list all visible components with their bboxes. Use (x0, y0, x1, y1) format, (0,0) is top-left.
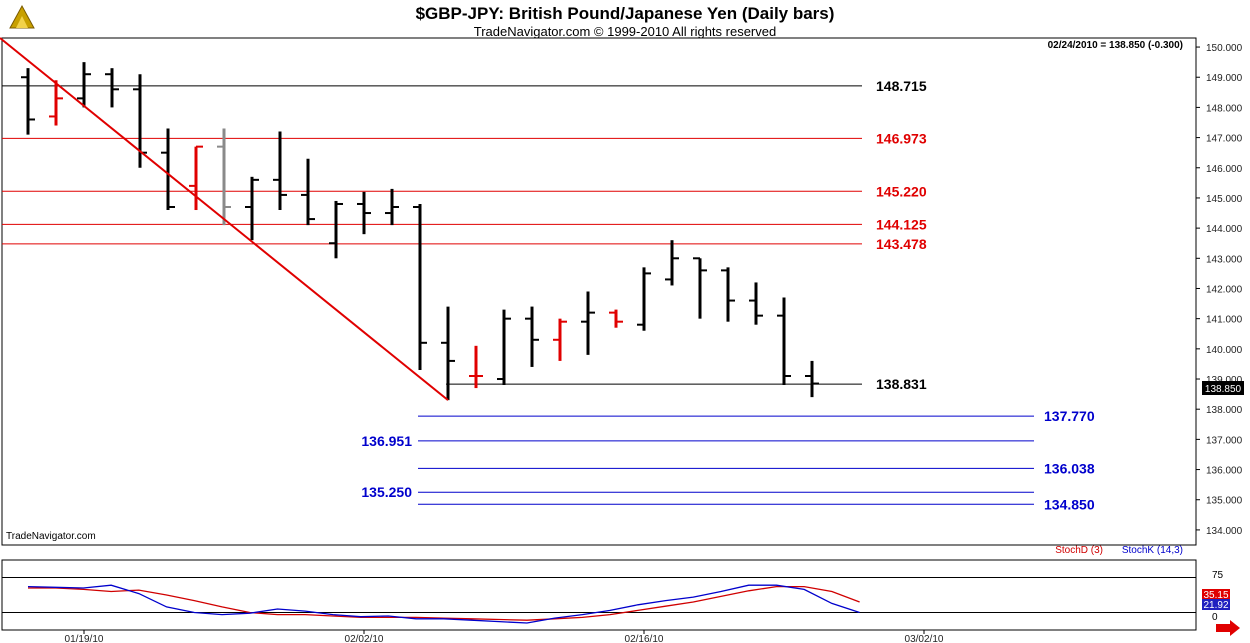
y-tick-label: 143.000 (1206, 254, 1243, 265)
x-axis: 01/19/10 02/02/10 02/16/10 03/02/10 (65, 630, 944, 643)
stoch-pane-border (1, 559, 1197, 631)
y-axis: 150.000 149.000 148.000 147.000 146.000 145.0… (1196, 43, 1243, 537)
stochd-tag-bg (1202, 589, 1230, 600)
stochd-tag: 35.15 (1203, 590, 1228, 601)
level-label: 136.951 (361, 433, 412, 449)
y-tick-label: 150.000 (1206, 43, 1243, 54)
x-tick-label: 02/16/10 (625, 634, 664, 643)
price-levels: 148.715 146.973 145.220 144.125 143.478 138.8… (2, 78, 1095, 512)
stochk-line (27, 584, 860, 624)
y-tick-label: 139.000 (1206, 375, 1243, 386)
y-tick-label: 141.000 (1206, 315, 1243, 326)
y-tick-label: 145.000 (1206, 194, 1243, 205)
level-label: 145.220 (876, 183, 927, 199)
level-label: 137.770 (1044, 408, 1095, 424)
price-tag: 138.850 (1205, 384, 1242, 395)
x-tick-label: 03/02/10 (905, 634, 944, 643)
last-value-readout: 02/24/2010 = 138.850 (-0.300) (1048, 40, 1183, 51)
x-tick-label: 01/19/10 (65, 634, 104, 643)
y-tick-label: 140.000 (1206, 345, 1243, 356)
y-tick-label: 142.000 (1206, 284, 1243, 295)
stochk-tag: 21.92 (1203, 600, 1228, 611)
price-bars (21, 62, 819, 401)
y-tick-label: 136.000 (1206, 466, 1243, 477)
y-tick-label: 135.000 (1206, 496, 1243, 507)
stochd-line (28, 585, 860, 621)
tradenavigator-logo[interactable] (9, 4, 35, 29)
y-tick-label: 149.000 (1206, 73, 1243, 84)
chart-frame (1, 37, 1197, 631)
stochd-label: StochD (3) (1055, 545, 1103, 556)
price-pane-border (1, 37, 1197, 546)
scroll-right-icon[interactable] (1216, 620, 1240, 636)
watermark: TradeNavigator.com (6, 531, 96, 542)
level-label: 146.973 (876, 130, 927, 146)
stochastic-panel (2, 577, 1196, 624)
price-tag-bg (1202, 381, 1244, 395)
level-label: 143.478 (876, 236, 927, 252)
level-label: 144.125 (876, 216, 927, 232)
x-tick-label: 02/02/10 (345, 634, 384, 643)
trendline (0, 37, 449, 401)
level-label: 134.850 (1044, 496, 1095, 512)
stochk-tag-bg (1202, 599, 1230, 610)
level-label: 135.250 (361, 484, 412, 500)
y-tick-label: 137.000 (1206, 435, 1243, 446)
level-label: 138.831 (876, 376, 927, 392)
y-tick-label: 144.000 (1206, 224, 1243, 235)
chart-title: $GBP-JPY: British Pound/Japanese Yen (Da… (416, 4, 835, 23)
y-tick-label: 138.000 (1206, 405, 1243, 416)
level-label: 148.715 (876, 78, 927, 94)
chart-subtitle: TradeNavigator.com © 1999-2010 All right… (474, 24, 776, 39)
y-tick-label: 147.000 (1206, 134, 1243, 145)
y-tick-label: 146.000 (1206, 164, 1243, 175)
y-tick-label: 148.000 (1206, 103, 1243, 114)
stochk-label: StochK (14,3) (1122, 545, 1183, 556)
level-label: 136.038 (1044, 460, 1095, 476)
stoch-level-0: 0 (1212, 612, 1218, 623)
downtrend-line (0, 37, 449, 401)
y-tick-label: 134.000 (1206, 526, 1243, 537)
stoch-level-75: 75 (1212, 570, 1224, 581)
